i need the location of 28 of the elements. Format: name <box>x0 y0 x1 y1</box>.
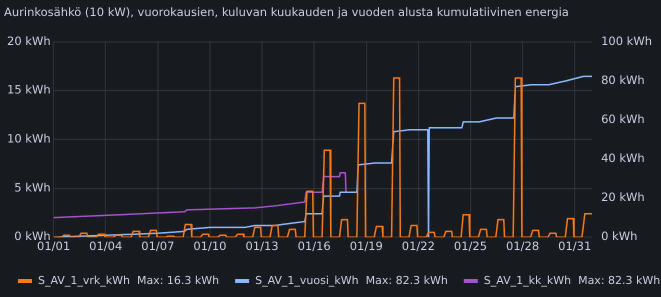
legend-label: S_AV_1_vrk_kWh <box>38 274 130 287</box>
y2-tick-label: 100 kWh <box>601 34 652 48</box>
x-tick-label: 01/07 <box>141 239 174 254</box>
x-tick-label: 01/13 <box>245 239 279 254</box>
y-tick-label: 15 kWh <box>7 82 51 97</box>
y2-tick-label: 0 kWh <box>601 229 638 244</box>
text: Max: 82.3 kWh <box>366 274 448 287</box>
y2-tick-label: 20 kWh <box>601 190 645 204</box>
text: Max: 82.3 kWh <box>578 274 660 287</box>
x-tick-label: 01/16 <box>298 239 331 254</box>
chart-title: Aurinkosähkö (10 kW), vuorokausien, kuluvan kuukauden ja vuoden alusta kumulatiivinen energia <box>4 4 569 19</box>
y-tick-label: 5 kWh <box>14 180 51 194</box>
x-tick-label: 01/01 <box>37 239 70 254</box>
y-tick-label: 20 kWh <box>7 34 51 48</box>
x-tick-label: 01/31 <box>558 239 592 254</box>
y-tick-label: 10 kWh <box>7 131 51 146</box>
x-tick-label: 01/10 <box>193 239 227 254</box>
x-tick-label: 01/28 <box>506 239 540 254</box>
x-tick-label: 01/25 <box>454 239 488 254</box>
legend-label: S_AV_1_vuosi_kWh <box>255 274 359 287</box>
x-tick-label: 01/22 <box>402 239 435 254</box>
text: Max: 16.3 kWh <box>136 274 220 287</box>
x-tick-label: 01/04 <box>89 239 122 254</box>
legend-label: S_AV_1_kk_kWh <box>484 274 572 287</box>
y2-tick-label: 80 kWh <box>601 72 645 87</box>
x-tick-label: 01/19 <box>350 239 383 254</box>
y2-tick-label: 40 kWh <box>601 151 645 166</box>
y2-tick-label: 60 kWh <box>601 112 645 126</box>
